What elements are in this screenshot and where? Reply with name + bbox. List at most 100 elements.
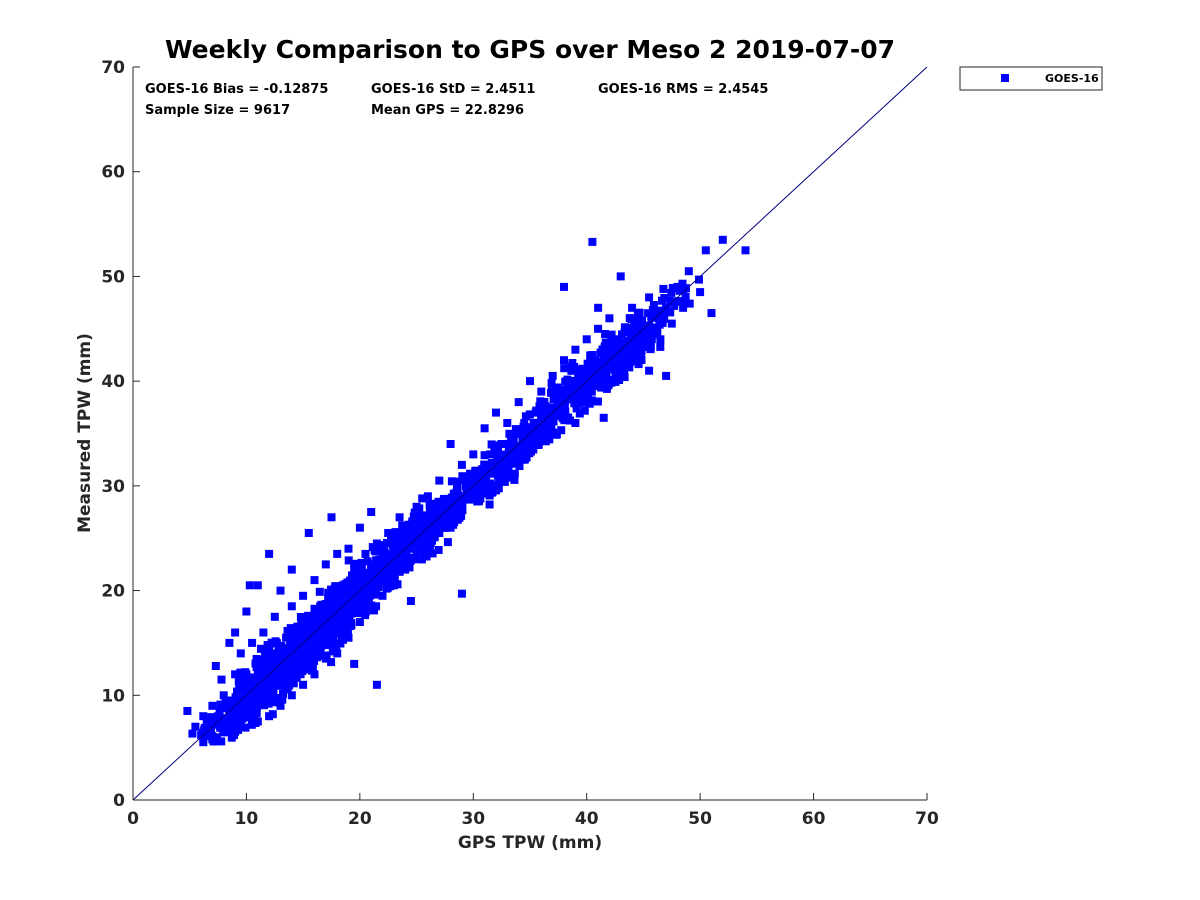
data-point <box>599 345 608 354</box>
data-point <box>645 293 654 302</box>
data-point <box>242 712 251 721</box>
data-point <box>553 411 562 420</box>
data-point <box>254 673 263 682</box>
data-point <box>645 366 654 375</box>
data-point <box>367 602 376 611</box>
data-point <box>461 482 470 491</box>
data-point <box>252 702 261 711</box>
data-point <box>304 645 313 654</box>
data-point <box>236 686 245 694</box>
data-point <box>373 567 382 576</box>
data-point <box>599 364 608 373</box>
data-point <box>649 330 658 339</box>
data-point <box>355 576 364 585</box>
data-point <box>485 491 494 500</box>
data-point <box>670 301 679 310</box>
one-to-one-reference-line <box>132 66 928 801</box>
data-point <box>304 611 313 620</box>
data-point <box>494 456 503 465</box>
data-point <box>450 507 459 516</box>
data-point <box>395 560 404 569</box>
data-point <box>344 591 353 600</box>
data-point <box>254 695 263 704</box>
data-point <box>398 544 407 553</box>
data-point <box>435 529 444 537</box>
data-point <box>673 282 682 291</box>
data-point <box>372 581 381 590</box>
data-point <box>332 612 341 620</box>
data-point <box>644 309 653 318</box>
data-point <box>594 324 603 333</box>
data-point <box>260 669 269 678</box>
data-point <box>378 549 387 558</box>
data-point <box>283 669 292 678</box>
data-point <box>627 315 636 324</box>
data-point <box>554 392 563 401</box>
data-point <box>249 686 258 695</box>
data-point <box>248 714 257 723</box>
data-point <box>667 288 676 297</box>
data-point <box>638 316 646 325</box>
data-point <box>696 288 705 297</box>
data-point <box>231 693 240 702</box>
data-point <box>510 475 519 484</box>
data-point <box>197 731 206 740</box>
data-point <box>560 408 568 417</box>
data-point <box>200 723 209 732</box>
data-point <box>377 562 386 571</box>
x-tick-label: 50 <box>688 809 712 829</box>
data-points-group <box>183 235 750 747</box>
data-point <box>490 441 499 450</box>
data-point <box>397 552 406 561</box>
data-point <box>497 476 506 485</box>
data-point <box>321 560 330 569</box>
data-point <box>629 345 638 354</box>
data-point <box>492 466 500 475</box>
data-point <box>188 729 197 738</box>
data-point <box>450 513 459 522</box>
data-point <box>265 644 274 653</box>
data-point <box>566 416 574 425</box>
data-point <box>615 376 624 384</box>
data-point <box>587 396 596 405</box>
data-point <box>321 612 330 621</box>
data-point <box>580 406 589 415</box>
data-point <box>487 459 496 467</box>
data-point <box>515 462 524 470</box>
data-point <box>616 351 625 359</box>
data-point <box>469 450 478 459</box>
data-point <box>207 713 216 722</box>
stat-std: GOES-16 StD = 2.4511 <box>371 82 535 97</box>
data-point <box>668 284 677 292</box>
data-point <box>599 373 608 382</box>
data-point <box>570 398 579 407</box>
data-point <box>707 309 716 318</box>
data-point <box>485 500 494 509</box>
data-point <box>486 450 495 459</box>
data-point <box>384 575 393 584</box>
data-point <box>291 627 300 636</box>
data-point <box>522 429 531 438</box>
data-point <box>401 565 410 574</box>
data-point <box>637 334 646 343</box>
data-point <box>311 634 320 642</box>
data-point <box>418 513 427 522</box>
data-point <box>425 500 434 509</box>
data-point <box>582 335 591 344</box>
y-tick-label: 20 <box>101 582 125 602</box>
data-point <box>607 330 616 339</box>
data-point <box>276 643 285 652</box>
data-point <box>520 423 529 432</box>
data-point <box>637 346 646 355</box>
data-point <box>548 413 557 422</box>
data-point <box>537 424 546 433</box>
data-point <box>571 419 580 427</box>
data-point <box>229 704 238 712</box>
y-tick-label: 50 <box>101 267 125 287</box>
data-point <box>505 429 514 438</box>
data-point <box>517 449 526 458</box>
data-point <box>543 403 551 412</box>
data-point <box>656 335 665 344</box>
data-point <box>392 555 401 564</box>
data-point <box>681 292 690 301</box>
